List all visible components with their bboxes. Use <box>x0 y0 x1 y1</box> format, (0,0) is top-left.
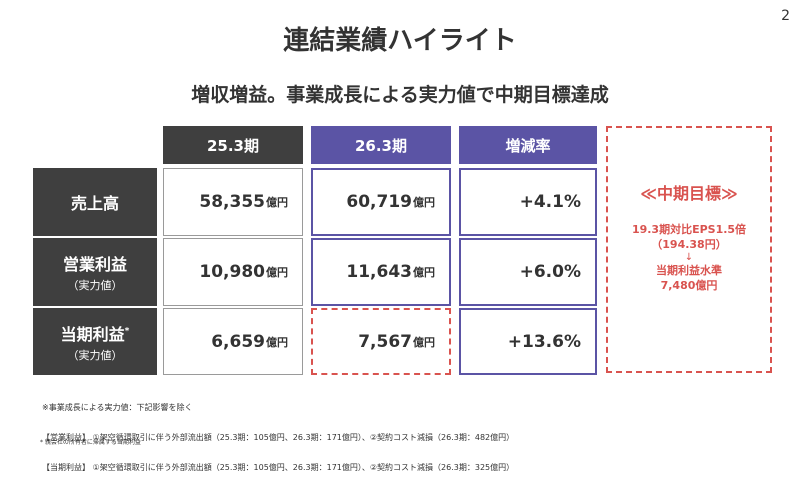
down-arrow-icon: ↓ <box>684 252 694 263</box>
value: 11,643 <box>346 262 412 282</box>
target-title: ≪中期目標≫ <box>640 184 738 203</box>
header-growth-rate: 増減率 <box>459 126 597 164</box>
row-label-revenue: 売上高 <box>33 168 157 236</box>
unit: 億円 <box>266 335 288 349</box>
cell-revenue-rate: +4.1% <box>459 168 597 236</box>
rate: +6.0% <box>519 262 581 282</box>
row-label-text: 売上高 <box>70 194 119 213</box>
unit: 億円 <box>413 266 435 279</box>
header-fy25: 25.3期 <box>163 126 303 164</box>
target-profit-line: 当期利益水準 <box>656 264 722 277</box>
target-eps-value: （194.38円） <box>651 238 727 251</box>
row-label-net-profit: 当期利益* （実力値） <box>33 308 157 375</box>
row-label-text: 営業利益 <box>62 255 127 274</box>
footnote-mark: * <box>124 326 130 337</box>
cell-net-profit-fy26-highlighted: 7,567 億円 <box>311 308 451 375</box>
page-title: 連結業績ハイライト <box>283 26 517 56</box>
rate: +4.1% <box>519 192 581 212</box>
row-sublabel: （実力値） <box>67 348 123 362</box>
row-label-operating-profit: 営業利益 （実力値） <box>33 238 157 306</box>
cell-operating-profit-rate: +6.0% <box>459 238 597 306</box>
target-profit-value: 7,480億円 <box>660 279 718 292</box>
unit: 億円 <box>413 335 435 349</box>
cell-net-profit-rate: +13.6% <box>459 308 597 375</box>
page-number: 2 <box>781 8 790 24</box>
cell-operating-profit-fy26: 11,643 億円 <box>311 238 451 306</box>
rate: +13.6% <box>507 331 581 352</box>
value: 60,719 <box>346 192 412 212</box>
row-sublabel: （実力値） <box>67 279 123 292</box>
unit: 億円 <box>413 196 435 209</box>
cell-operating-profit-fy25: 10,980 億円 <box>163 238 303 306</box>
value: 7,567 <box>358 331 412 352</box>
target-eps-line: 19.3期対比EPS1.5倍 <box>631 223 747 236</box>
unit: 億円 <box>266 196 288 209</box>
value: 10,980 <box>199 262 265 282</box>
row-label-text-wrap: 当期利益* <box>61 321 130 345</box>
footnote: * 親会社の所有者に帰属する当期利益 <box>40 439 141 446</box>
notes: ※事業成長による実力値：下記影響を除く 【営業利益】 ①架空循環取引に伴う外部流… <box>42 383 514 483</box>
unit: 億円 <box>266 266 288 279</box>
cell-revenue-fy25: 58,355 億円 <box>163 168 303 236</box>
mid-term-target-box: ≪中期目標≫ 19.3期対比EPS1.5倍 （194.38円） ↓ 当期利益水準… <box>606 126 772 373</box>
value: 6,659 <box>211 331 265 352</box>
note-line: ※事業成長による実力値：下記影響を除く <box>42 403 193 412</box>
cell-revenue-fy26: 60,719 億円 <box>311 168 451 236</box>
row-label-text: 当期利益 <box>60 324 125 344</box>
note-line: 【当期利益】 ①架空循環取引に伴う外部流出額（25.3期：105億円、26.3期… <box>42 463 515 472</box>
note-line: 【営業利益】 ①架空循環取引に伴う外部流出額（25.3期：105億円、26.3期… <box>42 433 515 442</box>
cell-net-profit-fy25: 6,659 億円 <box>163 308 303 375</box>
value: 58,355 <box>199 192 265 212</box>
header-fy26: 26.3期 <box>311 126 451 164</box>
page-subtitle: 増収増益。事業成長による実力値で中期目標達成 <box>191 84 609 106</box>
